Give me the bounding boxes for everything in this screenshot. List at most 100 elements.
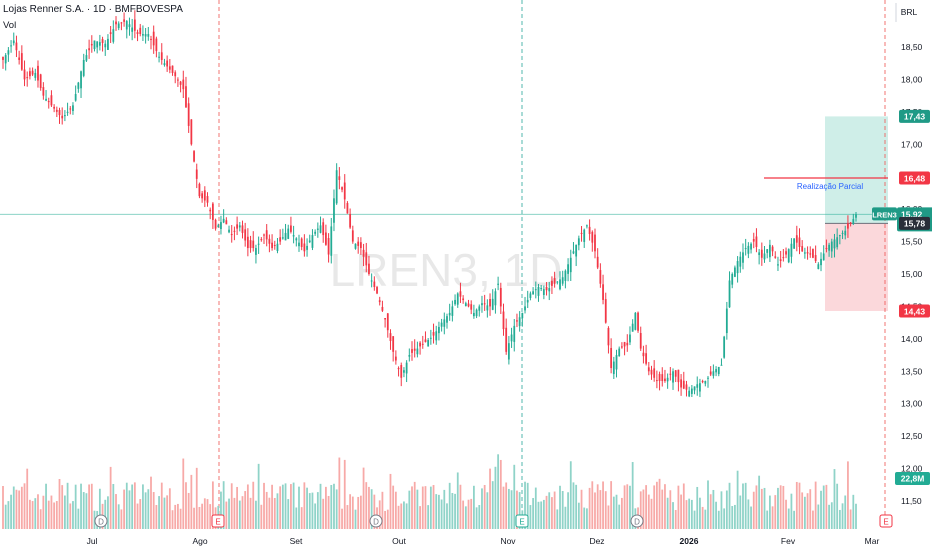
volume-bar [682,483,685,529]
volume-bar [604,491,607,529]
volume-bar [669,490,672,529]
candle-body [37,65,39,81]
volume-bar [220,491,222,529]
candle-body [623,342,626,347]
volume-bar [384,510,386,529]
candle-body [343,182,346,200]
volume-bar [405,503,408,529]
candle-body [335,170,338,204]
volume-bar [50,495,53,529]
volume-bar [763,487,766,529]
volume-bar [435,494,438,529]
volume-bar [607,505,610,529]
candle-body [373,281,376,287]
candle-body [376,287,378,294]
candle-body [203,190,206,201]
volume-bar [674,509,677,529]
volume-bar [93,510,96,529]
candle-body [244,229,247,241]
volume-bar [120,509,123,529]
volume-bar [510,490,513,529]
candle-body [34,72,37,78]
volume-bar [814,481,817,529]
volume-bar [322,498,325,529]
x-tick-label: Fev [781,536,796,546]
volume-bar [300,507,303,529]
candle-body [507,343,510,360]
volume-bar [591,481,594,529]
volume-bar [195,467,198,529]
volume-bar [160,482,163,529]
candle-body [20,53,23,70]
candle-body [803,252,806,254]
candle-body [368,263,370,274]
volume-bar [408,490,411,529]
volume-bar [836,483,839,529]
candle-body [588,226,591,235]
volume-bar [704,509,707,529]
candle-body [852,219,855,224]
volume-bar [787,508,790,529]
volume-bar [825,484,828,529]
candle-body [325,232,327,245]
volume-bar [454,493,456,529]
candle-body [271,242,273,249]
candle-body [158,56,160,58]
volume-bar [249,497,252,529]
volume-bar [357,496,360,529]
volume-bar [341,508,343,529]
candle-body [548,288,551,292]
volume-bar [526,482,529,529]
candle-body [701,380,704,383]
volume-bar [386,509,389,529]
volume-bar [131,484,134,529]
candle-body [532,291,534,295]
candle-body [150,38,152,40]
event-earnings-icon [879,514,893,528]
volume-bar [411,486,413,529]
y-tick-label: 12,50 [901,431,923,441]
candle-body [518,317,521,327]
volume-bar [55,501,58,529]
candle-body [133,19,136,31]
volume-bar [580,489,583,529]
partial-price-label-bg [899,171,930,185]
candle-body [744,248,747,250]
candle-body [214,219,217,229]
volume-bar [45,483,47,529]
volume-bar [381,491,384,529]
volume-bar [623,485,626,529]
candles [2,10,857,398]
candle-body [104,43,107,48]
candle-body [193,151,195,162]
volume-bar [255,500,257,529]
volume-bar [462,500,465,529]
candle-body [115,21,117,25]
volume-bar [139,499,142,529]
volume-bar [177,503,179,529]
candle-body [779,259,782,262]
candle-body [567,264,569,274]
volume-bar [647,494,650,529]
candle-body [90,43,93,46]
candle-body [690,388,693,394]
candle-body [61,115,64,119]
volume-bar [327,495,330,529]
candle-body [752,239,755,242]
volume-bar [18,490,21,529]
volume-bar [483,484,486,529]
volume-bar [416,489,419,529]
candle-body [666,377,669,382]
candle-body [720,364,723,366]
candle-body [281,237,284,239]
candle-body [163,63,166,66]
candle-body [400,365,403,378]
candle-body [513,325,516,342]
candle-body [429,337,432,339]
candle-body [427,339,430,347]
candle-body [222,218,225,223]
volume-bar [166,495,169,529]
candle-body [424,339,427,343]
candle-body [201,193,204,199]
